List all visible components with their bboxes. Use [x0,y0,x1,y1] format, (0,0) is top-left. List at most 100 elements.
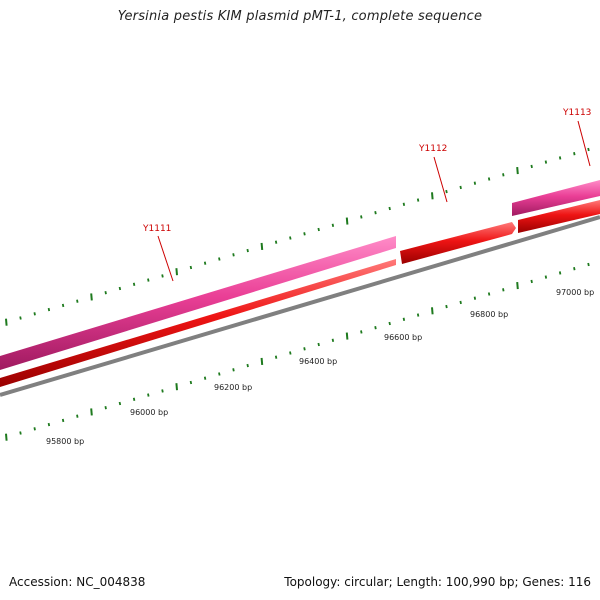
outer-tick [175,268,178,276]
outer-tick [289,236,292,240]
gene-label-y1113: Y1113 [562,108,591,118]
forward-strand-segment [512,180,600,216]
inner-tick [303,347,306,351]
outer-tick [76,299,79,303]
gene-label-y1111: Y1111 [142,224,171,234]
outer-tick [189,265,193,270]
outer-tick [388,206,391,211]
inner-tick [274,355,278,359]
inner-tick [558,271,562,275]
gene-label-y1112: Y1112 [418,144,447,154]
inner-tick [587,262,590,267]
topology-footer: Topology: circular; Length: 100,990 bp; … [284,575,591,589]
inner-tick [530,279,533,284]
inner-tick [473,296,477,300]
gene-pointer-y1112 [433,156,448,203]
inner-tick [459,300,462,305]
outer-tick [218,257,221,261]
inner-tick [118,401,122,406]
inner-tick [445,304,448,309]
inner-tick [132,397,136,401]
inner-tick [5,433,8,441]
map-title: Yersinia pestis KIM plasmid pMT-1, compl… [117,9,483,24]
inner-tick [90,408,93,416]
outer-tick [47,307,51,312]
inner-tick [19,431,22,435]
bp-label-96000: 96000 bp [130,408,168,417]
inner-tick [289,351,292,355]
outer-tick [331,223,335,227]
inner-tick [47,422,51,427]
outer-tick [203,261,207,265]
inner-tick [104,406,107,410]
bp-label-95800: 95800 bp [46,437,84,446]
inner-tick [76,414,79,418]
outer-tick [303,232,306,236]
outer-tick [516,167,519,175]
outer-tick [416,198,420,202]
inner-tick [516,282,519,290]
outer-tick [90,293,93,301]
outer-tick [246,248,249,253]
outer-tick [544,160,548,164]
outer-tick [558,156,562,160]
inner-tick [416,313,420,317]
outer-tick [445,189,448,194]
outer-tick [161,274,164,278]
gene-arrow-y1112 [400,222,516,264]
reverse-strand-segment [518,200,600,233]
outer-tick [502,173,505,177]
outer-tick [61,303,65,308]
inner-tick [331,338,335,342]
inner-tick [502,288,505,292]
outer-tick [317,227,320,232]
outer-tick [19,316,22,320]
gene-pointer-y1113 [577,120,591,167]
outer-tick [402,202,406,206]
inner-tick [402,317,406,321]
outer-tick [5,318,8,326]
inner-tick [317,342,320,347]
outer-tick [118,286,122,291]
inner-tick [360,330,363,334]
bp-label-96200: 96200 bp [214,383,252,392]
reverse-strand-band [0,259,396,387]
outer-tick [345,217,349,225]
inner-tick [203,376,207,380]
sequence-backbone [0,215,600,397]
bp-label-96400: 96400 bp [299,357,337,366]
outer-tick [573,152,576,156]
gene-pointer-y1111 [157,235,174,282]
inner-tick [232,368,235,372]
inner-tick [33,427,36,431]
inner-tick [260,357,264,365]
outer-tick [431,192,434,200]
outer-tick [274,240,278,244]
outer-tick [374,211,377,215]
inner-tick [61,418,65,423]
inner-tick [345,332,349,340]
outer-tick [459,185,462,190]
outer-tick [360,215,363,219]
inner-tick [544,275,548,279]
forward-strand-band [0,236,396,370]
bp-label-96600: 96600 bp [384,333,422,342]
inner-tick [374,326,377,330]
outer-tick [232,253,235,257]
inner-tick [487,292,491,296]
accession-footer: Accession: NC_004838 [9,575,146,589]
inner-tick [175,383,178,391]
inner-tick [161,389,164,393]
outer-tick [473,181,477,185]
bp-label-97000: 97000 bp [556,288,594,297]
inner-tick [573,267,576,271]
inner-tick [147,393,150,397]
outer-tick [260,242,264,250]
outer-tick [33,312,36,316]
bp-label-96800: 96800 bp [470,310,508,319]
inner-tick [431,307,434,315]
inner-tick [189,380,193,385]
outer-tick [587,147,590,152]
outer-tick [487,177,491,181]
